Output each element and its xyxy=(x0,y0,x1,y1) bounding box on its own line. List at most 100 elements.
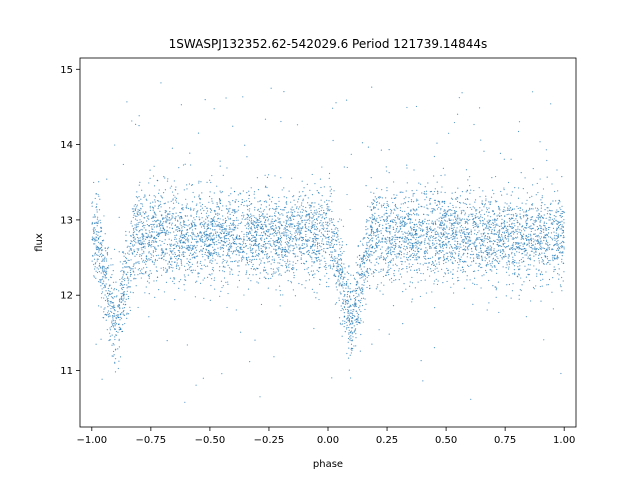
data-point xyxy=(109,301,111,303)
data-point xyxy=(557,190,559,192)
data-point xyxy=(149,207,151,209)
data-point xyxy=(341,270,344,272)
data-point xyxy=(225,255,228,257)
data-point xyxy=(326,247,328,250)
data-point xyxy=(553,257,555,259)
data-point xyxy=(104,294,106,296)
data-point xyxy=(383,258,385,260)
data-point xyxy=(361,142,364,144)
data-point xyxy=(254,231,257,233)
data-point xyxy=(113,296,115,298)
data-point xyxy=(105,277,107,279)
data-point xyxy=(286,226,289,228)
data-point xyxy=(532,222,534,225)
data-point xyxy=(153,240,155,242)
data-point xyxy=(232,224,234,227)
data-point xyxy=(471,247,473,250)
data-point xyxy=(116,314,119,316)
data-point xyxy=(347,290,350,293)
data-point xyxy=(396,194,398,196)
data-point xyxy=(529,254,531,256)
data-point xyxy=(536,182,538,185)
data-point xyxy=(287,261,289,263)
data-point xyxy=(97,247,99,249)
data-point xyxy=(457,217,459,219)
data-point xyxy=(337,238,339,240)
data-point xyxy=(293,199,295,201)
data-point xyxy=(259,200,261,202)
data-point xyxy=(330,246,332,249)
data-point xyxy=(435,230,437,232)
data-point xyxy=(209,261,211,264)
data-point xyxy=(137,269,139,271)
data-point xyxy=(385,257,388,259)
data-point xyxy=(211,220,213,223)
data-point xyxy=(194,247,196,249)
data-point xyxy=(241,244,243,246)
data-point xyxy=(281,213,283,215)
data-point xyxy=(351,327,353,329)
data-point xyxy=(278,200,280,202)
data-point xyxy=(321,217,323,219)
data-point xyxy=(294,243,297,245)
data-point xyxy=(207,252,209,254)
data-point xyxy=(103,270,105,273)
data-point xyxy=(288,266,290,268)
data-point xyxy=(497,224,499,226)
data-point xyxy=(427,269,429,271)
data-point xyxy=(446,227,448,229)
data-point xyxy=(444,236,446,238)
data-point xyxy=(282,233,284,235)
data-point xyxy=(440,231,442,234)
data-point xyxy=(468,244,471,246)
data-point xyxy=(230,193,232,195)
data-point xyxy=(198,219,200,221)
data-point xyxy=(439,236,441,238)
data-point xyxy=(175,265,178,267)
data-point xyxy=(346,300,348,302)
data-point xyxy=(489,248,491,250)
data-point xyxy=(299,234,301,236)
data-point xyxy=(371,226,373,228)
data-point xyxy=(189,234,191,237)
data-point xyxy=(259,207,262,209)
data-point xyxy=(330,193,332,195)
data-point xyxy=(169,219,171,221)
data-point xyxy=(362,293,364,295)
data-point xyxy=(376,246,378,248)
data-point xyxy=(121,288,123,291)
data-point xyxy=(501,256,503,259)
data-point xyxy=(535,235,537,238)
data-point xyxy=(276,207,278,210)
data-point xyxy=(459,229,461,231)
data-point xyxy=(213,244,216,246)
data-point xyxy=(93,214,96,216)
data-point xyxy=(545,243,547,245)
data-point xyxy=(110,287,113,289)
data-point xyxy=(166,243,169,246)
data-point xyxy=(496,241,498,244)
data-point xyxy=(253,215,255,217)
data-point xyxy=(516,236,519,238)
data-point xyxy=(434,260,437,262)
data-point xyxy=(114,320,116,322)
data-point xyxy=(109,284,111,286)
data-point xyxy=(485,211,488,213)
data-point xyxy=(267,218,270,220)
data-point xyxy=(298,282,300,285)
data-point xyxy=(407,230,410,232)
data-point xyxy=(333,224,336,227)
data-point xyxy=(180,242,182,244)
data-point xyxy=(471,250,473,252)
data-point xyxy=(536,226,538,228)
data-point xyxy=(224,266,226,268)
data-point xyxy=(510,297,512,299)
data-point xyxy=(179,223,181,225)
data-point xyxy=(312,245,314,247)
data-point xyxy=(559,214,561,217)
data-point xyxy=(437,191,439,193)
data-point xyxy=(363,272,365,274)
data-point xyxy=(474,223,476,226)
data-point xyxy=(298,225,300,227)
data-point xyxy=(371,245,374,248)
